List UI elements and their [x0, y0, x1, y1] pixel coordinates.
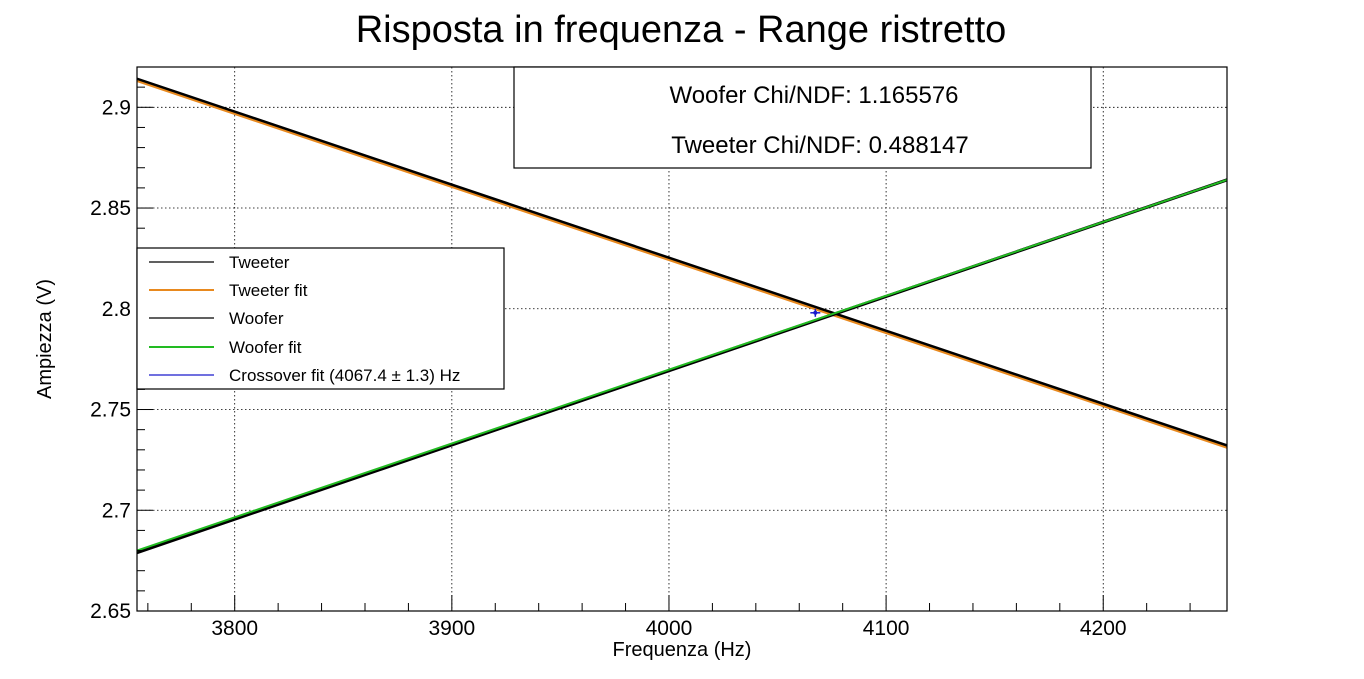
- x-tick-label-4: 4200: [1080, 617, 1127, 640]
- y-axis-label: Ampiezza (V): [34, 279, 56, 399]
- stats-woofer-chi: Woofer Chi/NDF: 1.165576: [669, 82, 958, 109]
- legend-label-woofer: Woofer: [229, 309, 284, 328]
- y-tick-label-3: 2.8: [102, 298, 131, 321]
- legend-label-tweeter-fit: Tweeter fit: [229, 281, 308, 300]
- y-tick-label-1: 2.7: [102, 499, 131, 522]
- legend-item-tweeter: Tweeter: [149, 253, 290, 272]
- y-tick-label-4: 2.85: [90, 197, 131, 220]
- series-line-woofer-fit: [136, 178, 1228, 552]
- y-tick-label-2: 2.75: [90, 399, 131, 422]
- legend-label-woofer-fit: Woofer fit: [229, 338, 302, 357]
- stats-box-frame: [513, 66, 1092, 169]
- legend-label-crossover-fit: Crossover fit (4067.4 ± 1.3) Hz: [229, 366, 460, 385]
- legend: Tweeter Tweeter fit Woofer Woofer fit Cr…: [136, 247, 505, 390]
- ticks: 3800 3900 4000 4100 4200 2.65 2.7 2.75 2.8 2.85 2.…: [90, 66, 1191, 640]
- y-tick-label-0: 2.65: [90, 600, 131, 623]
- y-tick-label-5: 2.9: [102, 96, 131, 119]
- stats-box: Woofer Chi/NDF: 1.165576 Tweeter Chi/NDF…: [513, 66, 1092, 169]
- series-layer: [136, 77, 1228, 555]
- crossover-point: [813, 310, 818, 315]
- legend-item-crossover-fit: Crossover fit (4067.4 ± 1.3) Hz: [149, 366, 460, 385]
- legend-item-woofer-fit: Woofer fit: [149, 338, 302, 357]
- legend-label-tweeter: Tweeter: [229, 253, 290, 272]
- legend-item-tweeter-fit: Tweeter fit: [149, 281, 308, 300]
- series-line-tweeter-fit: [136, 80, 1228, 449]
- chart-title: Risposta in frequenza - Range ristretto: [356, 9, 1007, 51]
- x-tick-label-0: 3800: [211, 617, 258, 640]
- x-tick-label-2: 4000: [646, 617, 693, 640]
- x-tick-label-1: 3900: [428, 617, 475, 640]
- x-axis-label: Frequenza (Hz): [613, 639, 752, 661]
- x-tick-label-3: 4100: [863, 617, 910, 640]
- series-line-tweeter: [136, 77, 1228, 448]
- legend-item-woofer: Woofer: [149, 309, 284, 328]
- stats-tweeter-chi: Tweeter Chi/NDF: 0.488147: [671, 132, 968, 159]
